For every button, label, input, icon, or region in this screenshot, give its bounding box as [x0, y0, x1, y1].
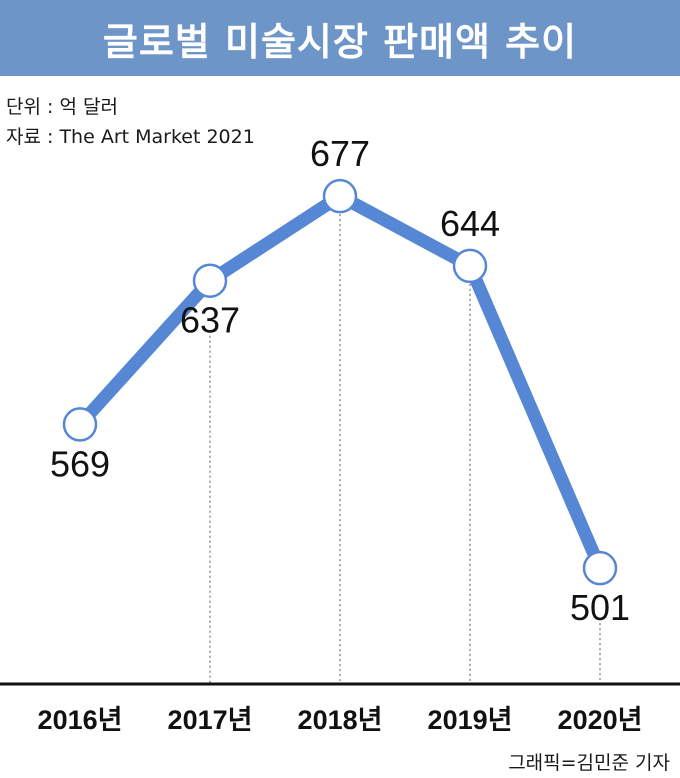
- chart-title: 글로벌 미술시장 판매액 추이: [102, 19, 578, 64]
- data-label: 637: [180, 300, 240, 341]
- data-point: [582, 550, 618, 586]
- graphic-credit: 그래픽=김민준 기자: [508, 752, 670, 774]
- data-point: [62, 407, 98, 442]
- x-tick-label: 2017년: [168, 705, 253, 735]
- data-label: 569: [50, 443, 110, 484]
- x-tick-label: 2016년: [38, 705, 123, 735]
- data-point: [452, 248, 488, 284]
- x-tick-label: 2019년: [428, 705, 513, 735]
- data-label: 501: [570, 587, 630, 628]
- x-tick-label: 2018년: [298, 705, 383, 735]
- data-label: 677: [310, 133, 370, 174]
- data-label: 644: [440, 203, 500, 244]
- title-bar: 글로벌 미술시장 판매액 추이: [0, 0, 680, 76]
- unit-note: 단위 : 억 달러: [6, 96, 118, 118]
- x-tick-label: 2020년: [558, 705, 643, 735]
- series-line: [75, 188, 606, 571]
- data-point: [322, 178, 358, 214]
- data-point: [192, 263, 228, 298]
- source-note: 자료 : The Art Market 2021: [6, 126, 255, 148]
